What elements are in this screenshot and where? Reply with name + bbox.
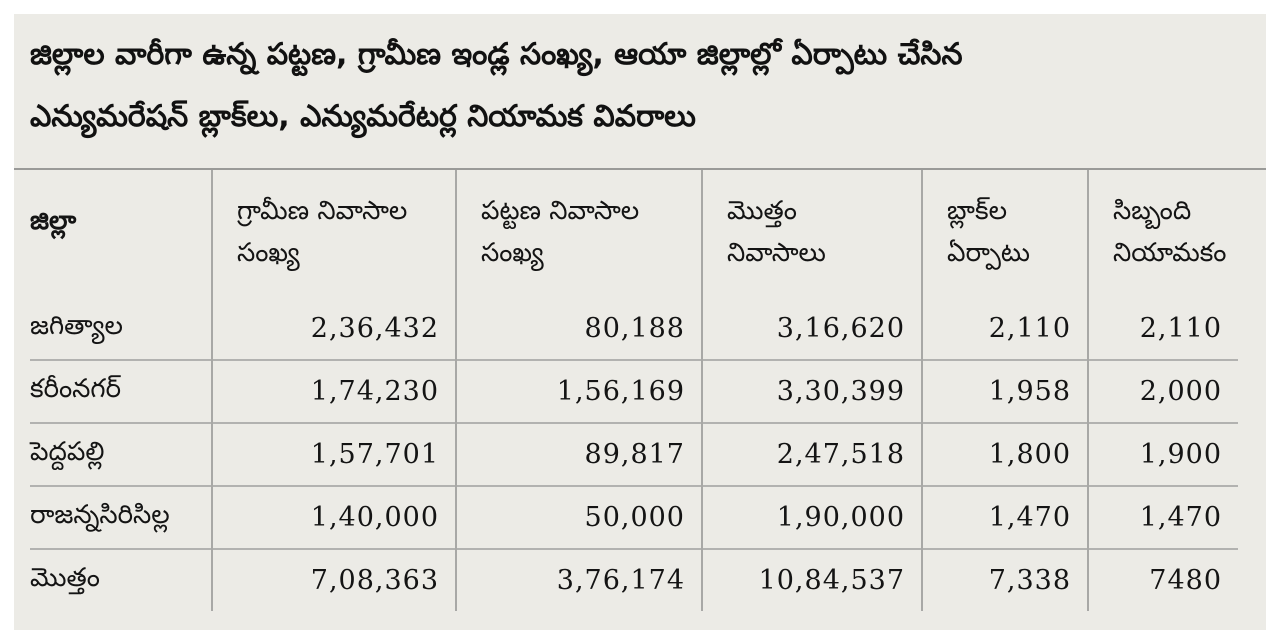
cell-urban: 80,188: [455, 298, 702, 360]
header-urban-households: పట్టణ నివాసాల సంఖ్య: [455, 170, 702, 298]
cell-staff: 7480: [1087, 548, 1238, 611]
title-line-2: ఎన్యుమరేషన్ బ్లాక్‌లు, ఎన్యుమరేటర్ల నియా…: [30, 99, 696, 134]
cell-urban: 1,56,169: [455, 359, 702, 423]
cell-total: 3,16,620: [701, 298, 922, 360]
cell-rural: 7,08,363: [211, 548, 456, 611]
title-divider: [14, 168, 1266, 170]
cell-blocks: 1,800: [921, 422, 1088, 486]
cell-urban: 50,000: [455, 485, 702, 549]
cell-urban: 89,817: [455, 422, 702, 486]
cell-rural: 1,40,000: [211, 485, 456, 549]
cell-total: 1,90,000: [701, 485, 922, 549]
table-title: జిల్లాల వారీగా ఉన్న పట్టణ, గ్రామీణ ఇండ్ల…: [30, 24, 1230, 148]
district-table: జిల్లా గ్రామీణ నివాసాల సంఖ్య పట్టణ నివాస…: [30, 170, 1238, 611]
cell-district: మొత్తం: [30, 548, 212, 611]
cell-blocks: 1,470: [921, 485, 1088, 549]
cell-rural: 1,57,701: [211, 422, 456, 486]
cell-staff: 1,470: [1087, 485, 1238, 549]
cell-district: కరీంనగర్: [30, 359, 212, 423]
cell-rural: 1,74,230: [211, 359, 456, 423]
cell-total: 3,30,399: [701, 359, 922, 423]
header-total-households: మొత్తం నివాసాలు: [701, 170, 922, 298]
cell-staff: 2,000: [1087, 359, 1238, 423]
header-blocks: బ్లాక్‌ల ఏర్పాటు: [921, 170, 1088, 298]
header-rural-line1: గ్రామీణ నివాసాల: [237, 196, 408, 226]
header-total-line2: నివాసాలు: [727, 238, 826, 268]
cell-district: పెద్దపల్లి: [30, 422, 212, 486]
header-rural-line2: సంఖ్య: [237, 238, 300, 268]
cell-total: 10,84,537: [701, 548, 922, 611]
table-row: కరీంనగర్ 1,74,230 1,56,169 3,30,399 1,95…: [30, 359, 1238, 423]
cell-rural: 2,36,432: [211, 298, 456, 360]
header-staff-line2: నియామకం: [1113, 238, 1227, 268]
header-urban-line1: పట్టణ నివాసాల: [481, 196, 640, 226]
district-table-container: జిల్లా గ్రామీణ నివాసాల సంఖ్య పట్టణ నివాస…: [30, 170, 1238, 611]
header-row: జిల్లా గ్రామీణ నివాసాల సంఖ్య పట్టణ నివాస…: [30, 170, 1238, 298]
header-total-line1: మొత్తం: [727, 196, 797, 226]
cell-total: 2,47,518: [701, 422, 922, 486]
cell-blocks: 2,110: [921, 298, 1088, 360]
cell-blocks: 7,338: [921, 548, 1088, 611]
table-row-total: మొత్తం 7,08,363 3,76,174 10,84,537 7,338…: [30, 548, 1238, 611]
header-rural-households: గ్రామీణ నివాసాల సంఖ్య: [211, 170, 456, 298]
cell-district: జగిత్యాల: [30, 310, 123, 341]
title-line-1: జిల్లాల వారీగా ఉన్న పట్టణ, గ్రామీణ ఇండ్ల…: [30, 37, 963, 72]
cell-staff: 1,900: [1087, 422, 1238, 486]
cell-urban: 3,76,174: [455, 548, 702, 611]
header-staff: సిబ్బంది నియామకం: [1087, 170, 1238, 298]
cell-staff: 2,110: [1087, 298, 1238, 360]
header-blocks-line2: ఏర్పాటు: [947, 238, 1030, 268]
header-staff-line1: సిబ్బంది: [1113, 196, 1192, 226]
table-row: జగిత్యాల 2,36,432 80,188 3,16,620 2,110 …: [30, 298, 1238, 360]
header-blocks-line1: బ్లాక్‌ల: [947, 196, 1008, 226]
header-district: జిల్లా: [30, 170, 212, 298]
table-row: రాజన్నసిరిసిల్ల 1,40,000 50,000 1,90,000…: [30, 485, 1238, 549]
cell-blocks: 1,958: [921, 359, 1088, 423]
header-district-line1: జిల్లా: [30, 206, 77, 236]
header-urban-line2: సంఖ్య: [481, 238, 544, 268]
table-row: పెద్దపల్లి 1,57,701 89,817 2,47,518 1,80…: [30, 422, 1238, 486]
cell-district: రాజన్నసిరిసిల్ల: [30, 485, 212, 549]
